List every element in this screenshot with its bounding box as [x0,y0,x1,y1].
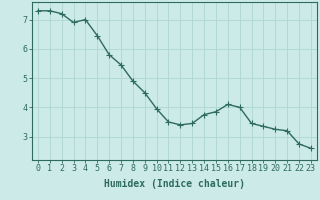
X-axis label: Humidex (Indice chaleur): Humidex (Indice chaleur) [104,179,245,189]
